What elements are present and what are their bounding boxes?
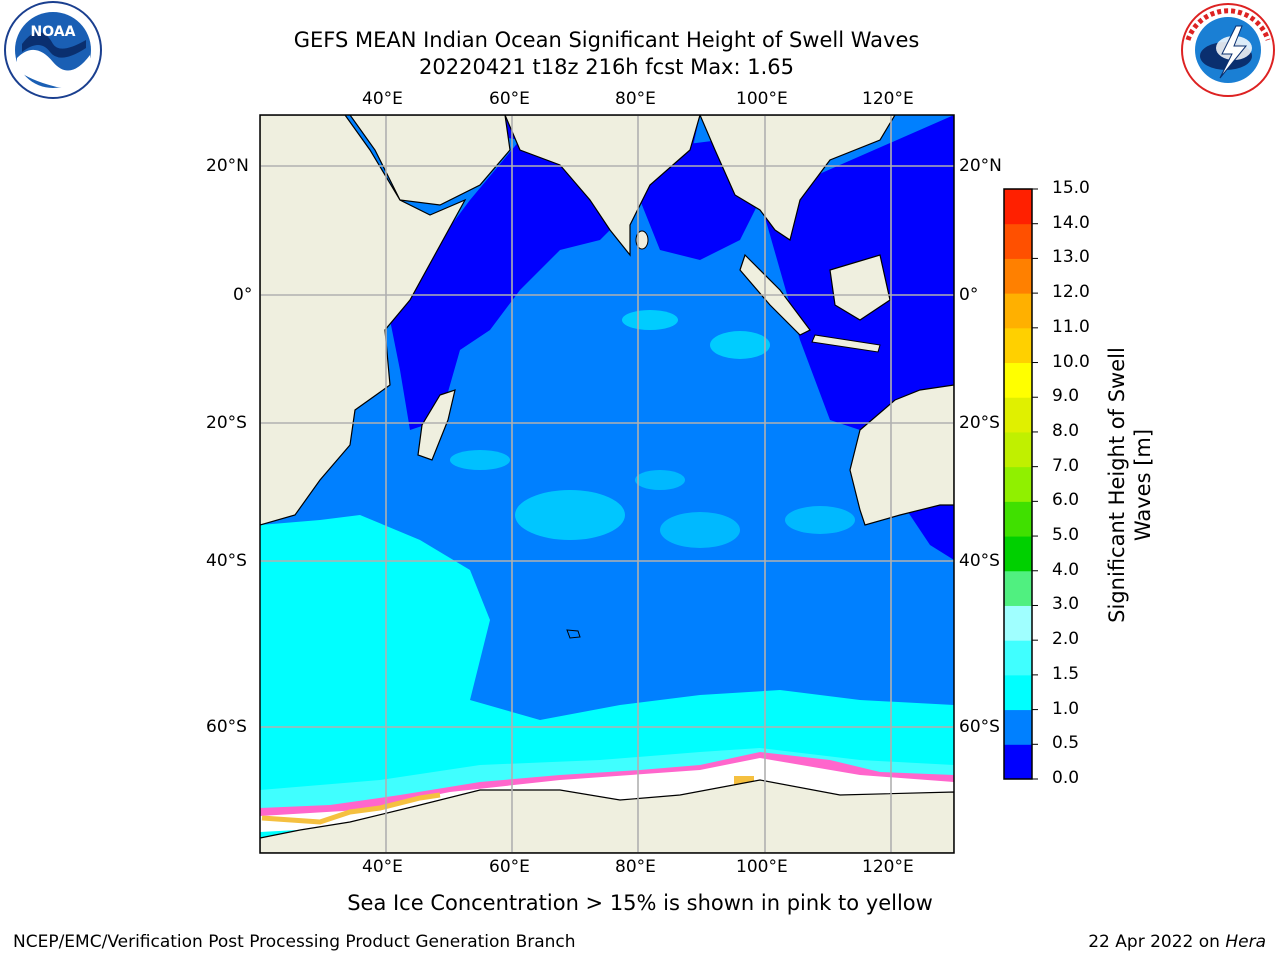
colorbar-tick-label: 3.0 — [1052, 594, 1080, 615]
colorbar-tick-label: 1.5 — [1052, 663, 1080, 684]
colorbar-swatch — [1004, 605, 1032, 641]
colorbar-swatch — [1004, 362, 1032, 398]
lat-tick-right-20s: 20°S — [959, 413, 1000, 433]
lon-tick-bottom-80e: 80°E — [615, 857, 656, 877]
colorbar-swatch — [1004, 536, 1032, 572]
lat-tick-left-0: 0° — [233, 285, 253, 305]
colorbar-swatch — [1004, 223, 1032, 259]
colorbar-swatch — [1004, 501, 1032, 537]
colorbar-swatch — [1004, 397, 1032, 433]
india-land — [504, 115, 701, 257]
colorbar-frame — [1003, 188, 1033, 780]
colorbar-swatch — [1004, 466, 1032, 502]
colorbar-swatch — [1004, 431, 1032, 468]
nws-logo — [1181, 3, 1275, 97]
colorbar-swatch — [1004, 674, 1032, 711]
colorbar-tick-label: 0.5 — [1052, 733, 1080, 754]
colorbar-tick-label: 13.0 — [1052, 247, 1090, 268]
lon-tick-top-40e: 40°E — [362, 89, 403, 109]
lon-tick-bottom-60e: 60°E — [489, 857, 530, 877]
lon-tick-top-100e: 100°E — [736, 89, 788, 109]
colorbar-tick-label: 2.0 — [1052, 629, 1080, 650]
map-title: GEFS MEAN Indian Ocean Significant Heigh… — [293, 28, 920, 52]
colorbar-label: Significant Height of Swell Waves [m] — [1105, 347, 1155, 623]
southeast-asia-land — [699, 115, 896, 241]
colorbar-tick-label: 14.0 — [1052, 212, 1090, 233]
lat-tick-left-40s: 40°S — [206, 551, 247, 571]
lat-tick-right-60s: 60°S — [959, 717, 1000, 737]
colorbar-swatch — [1004, 570, 1032, 606]
lat-tick-right-20n: 20°N — [959, 156, 1002, 176]
colorbar-tick-label: 12.0 — [1052, 282, 1090, 303]
lat-tick-left-20s: 20°S — [206, 413, 247, 433]
lon-tick-bottom-40e: 40°E — [362, 857, 403, 877]
colorbar-swatch — [1004, 640, 1032, 676]
lat-tick-right-40s: 40°S — [959, 551, 1000, 571]
footer-date: 22 Apr 2022 on Hera — [1088, 932, 1266, 952]
colorbar-tick-label: 1.0 — [1052, 698, 1080, 719]
colorbar-tick-label: 5.0 — [1052, 525, 1080, 546]
map-subtitle: 20220421 t18z 216h fcst Max: 1.65 — [419, 55, 794, 79]
colorbar-tick-label: 7.0 — [1052, 455, 1080, 476]
sea-ice-note: Sea Ice Concentration > 15% is shown in … — [347, 891, 933, 915]
colorbar-swatch — [1004, 293, 1032, 329]
colorbar-tick-label: 9.0 — [1052, 386, 1080, 407]
map-frame — [259, 114, 955, 854]
colorbar-tick-label: 0.0 — [1052, 768, 1080, 788]
lon-tick-top-80e: 80°E — [615, 89, 656, 109]
colorbar-swatch — [1004, 258, 1032, 294]
lon-tick-top-120e: 120°E — [862, 89, 914, 109]
colorbar-swatch — [1004, 327, 1032, 364]
colorbar-tick-label: 10.0 — [1052, 351, 1090, 372]
arabia-land — [349, 115, 511, 206]
lon-tick-bottom-100e: 100°E — [736, 857, 788, 877]
footer-credit: NCEP/EMC/Verification Post Processing Pr… — [13, 932, 576, 952]
colorbar-tick-label: 4.0 — [1052, 559, 1080, 580]
colorbar-tick-label: 6.0 — [1052, 490, 1080, 511]
noaa-logo: NOAA — [4, 1, 102, 99]
colorbar-swatch — [1004, 709, 1032, 745]
madagascar-land — [417, 389, 456, 461]
colorbar-tick-label: 8.0 — [1052, 420, 1080, 441]
antarctica — [260, 779, 954, 853]
lat-tick-left-60s: 60°S — [206, 717, 247, 737]
lat-tick-right-0: 0° — [959, 285, 979, 305]
lon-tick-top-60e: 60°E — [489, 89, 530, 109]
borneo-land — [829, 254, 891, 321]
colorbar-swatch — [1004, 744, 1032, 780]
lon-tick-bottom-120e: 120°E — [862, 857, 914, 877]
graticule — [260, 115, 954, 853]
australia-land — [849, 384, 954, 526]
colorbar-tick-label: 11.0 — [1052, 316, 1090, 337]
footer-host: Hera — [1225, 932, 1266, 952]
lat-tick-left-20n: 20°N — [206, 156, 249, 176]
footer-date-text: 22 Apr 2022 on — [1088, 932, 1226, 952]
noaa-logo-text: NOAA — [31, 24, 76, 40]
colorbar-tick-label: 15.0 — [1052, 178, 1090, 198]
colorbar — [1003, 188, 1038, 780]
colorbar-swatch — [1004, 189, 1032, 225]
